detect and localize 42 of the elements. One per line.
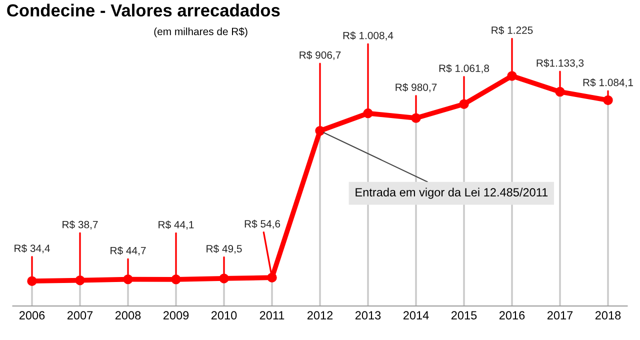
chart-subtitle: (em milhares de R$) (154, 27, 248, 38)
x-tick-label: 2012 (307, 311, 333, 320)
point (363, 108, 373, 118)
chart-title: Condecine - Valores arrecadados (7, 4, 280, 17)
data-label: R$ 44,7 (110, 246, 146, 256)
x-tick-label: 2013 (355, 311, 381, 320)
x-tick-label: 2009 (163, 311, 189, 320)
data-label: R$ 38,7 (62, 220, 98, 230)
point (411, 113, 421, 123)
point (219, 274, 229, 284)
data-label: R$ 906,7 (300, 50, 341, 60)
point (555, 86, 565, 97)
data-label: R$ 1.084,1 (583, 78, 633, 88)
data-label: R$ 34,4 (14, 244, 50, 254)
data-label: R$ 1.225 (492, 26, 533, 35)
x-tick-label: 2017 (547, 311, 573, 320)
data-label: R$ 1.061,8 (439, 64, 490, 74)
point (267, 272, 277, 282)
data-label: R$ 44,1 (158, 220, 194, 230)
data-label: R$ 1.008,4 (343, 31, 394, 40)
x-tick-label: 2015 (451, 311, 477, 320)
x-tick-label: 2011 (260, 311, 284, 320)
x-tick-label: 2014 (403, 311, 429, 320)
point (459, 99, 469, 109)
point (315, 126, 325, 136)
x-tick-label: 2008 (115, 311, 141, 320)
annotation: Entrada em vigor da Lei 12.485/2011 (356, 188, 548, 199)
data-label: R$ 54,6 (244, 220, 280, 229)
x-tick-label: 2018 (595, 311, 621, 320)
point (123, 274, 133, 284)
x-tick-label: 2007 (67, 311, 93, 320)
data-label: R$1.133,3 (536, 58, 584, 68)
point (603, 95, 613, 106)
point (75, 275, 85, 286)
x-tick-label: 2010 (211, 311, 237, 320)
point (507, 71, 517, 81)
point (171, 274, 181, 284)
x-tick-label: 2016 (499, 311, 525, 320)
x-tick-label: 2006 (19, 311, 45, 320)
data-label: R$ 49,5 (206, 244, 242, 254)
data-label: R$ 980,7 (396, 83, 437, 92)
point (27, 276, 37, 286)
